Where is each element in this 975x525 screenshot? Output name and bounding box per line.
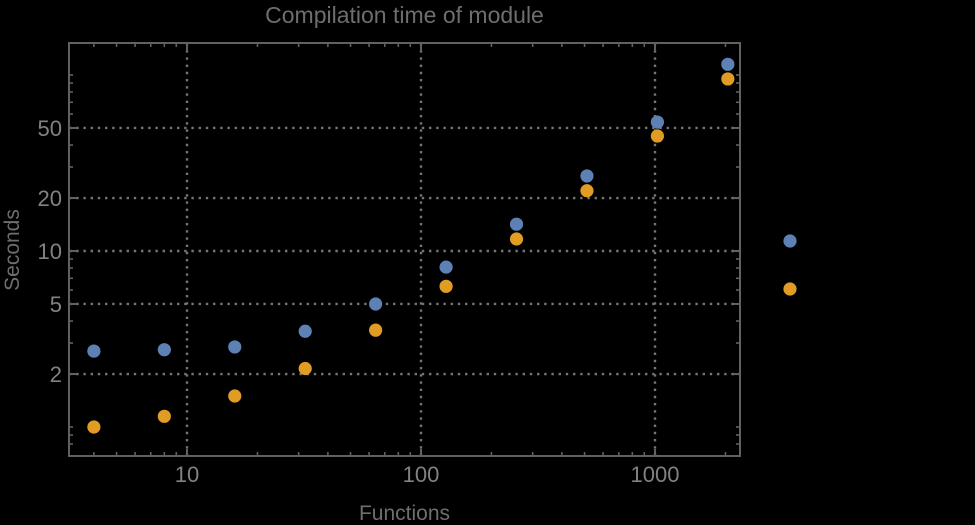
- y-tick-label: 50: [38, 116, 62, 141]
- data-point-orange: [439, 279, 453, 293]
- data-point-blue: [157, 343, 171, 357]
- data-point-orange: [509, 232, 524, 246]
- data-point-orange: [87, 420, 101, 434]
- x-tick-label: 1000: [631, 462, 680, 487]
- data-point-orange: [721, 72, 735, 86]
- data-point-orange: [298, 361, 312, 376]
- data-point-blue: [298, 324, 312, 338]
- data-point-blue: [369, 297, 383, 311]
- y-tick-label: 5: [50, 292, 62, 317]
- y-tick-label: 10: [38, 239, 62, 264]
- data-point-orange: [650, 129, 665, 143]
- y-tick-label: 20: [38, 186, 62, 211]
- y-tick-label: 2: [50, 362, 62, 387]
- x-tick-label: 10: [175, 462, 199, 487]
- data-point-blue: [439, 260, 453, 274]
- data-point-blue: [580, 169, 594, 183]
- data-point-orange: [228, 389, 242, 403]
- data-point-blue: [87, 344, 101, 358]
- data-point-orange: [369, 323, 383, 337]
- data-point-blue: [650, 115, 665, 129]
- data-point-blue: [228, 340, 242, 354]
- legend-marker-blue: [783, 234, 797, 248]
- data-point-orange: [157, 409, 171, 423]
- data-point-orange: [580, 184, 594, 198]
- x-tick-label: 100: [403, 462, 440, 487]
- x-axis-label: Functions: [358, 502, 451, 525]
- plot-frame: [68, 42, 741, 457]
- legend-marker-orange: [783, 282, 797, 296]
- data-point-blue: [509, 217, 524, 231]
- data-point-blue: [721, 57, 735, 71]
- chart-title: Compilation time of module: [265, 2, 544, 28]
